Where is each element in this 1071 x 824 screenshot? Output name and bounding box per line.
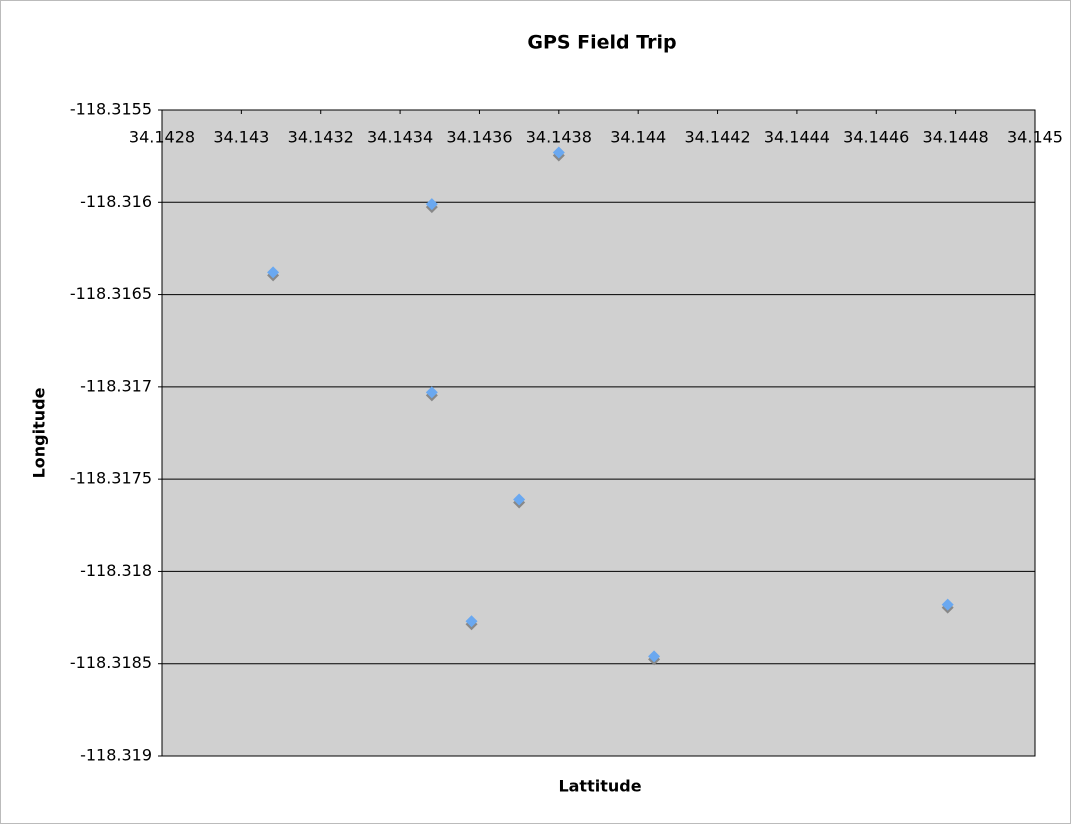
x-tick-label: 34.1432 [288, 128, 354, 147]
x-tick-label: 34.1436 [446, 128, 512, 147]
y-tick-label: -118.316 [80, 192, 152, 211]
x-tick-label: 34.1438 [526, 128, 592, 147]
marks [267, 146, 954, 663]
y-tick-label: -118.319 [80, 746, 152, 765]
x-tick-label: 34.1448 [923, 128, 989, 147]
point [941, 598, 954, 611]
y-tick-label: -118.3175 [70, 469, 152, 488]
point [648, 650, 661, 663]
x-tick-label: 34.1428 [129, 128, 195, 147]
x-tick-label: 34.1444 [764, 128, 830, 147]
point [513, 493, 526, 506]
x-tick-label: 34.1434 [367, 128, 433, 147]
y-tick-label: -118.3185 [70, 653, 152, 672]
x-axis-title: Lattitude [558, 777, 641, 796]
x-tick-label: 34.143 [213, 128, 269, 147]
grid [158, 109, 1036, 757]
x-tick-label: 34.1446 [843, 128, 909, 147]
y-tick-label: -118.3165 [70, 284, 152, 303]
chart-title: GPS Field Trip [527, 32, 676, 54]
x-tick-label: 34.144 [610, 128, 666, 147]
x-tick-label: 34.1442 [684, 128, 750, 147]
plot-area [161, 109, 1036, 757]
point [425, 386, 438, 399]
y-tick-label: -118.3155 [70, 100, 152, 119]
tick-labels: -118.3155 -118.316 -118.3165 -118.317 -118.3… [70, 100, 1063, 765]
y-tick-label: -118.317 [80, 376, 152, 395]
point [267, 266, 280, 279]
x-tick-label: 34.145 [1007, 128, 1063, 147]
y-axis-title: Longitude [30, 387, 49, 478]
point [425, 198, 438, 211]
y-tick-label: -118.318 [80, 561, 152, 580]
point [465, 615, 478, 628]
point [552, 146, 565, 159]
